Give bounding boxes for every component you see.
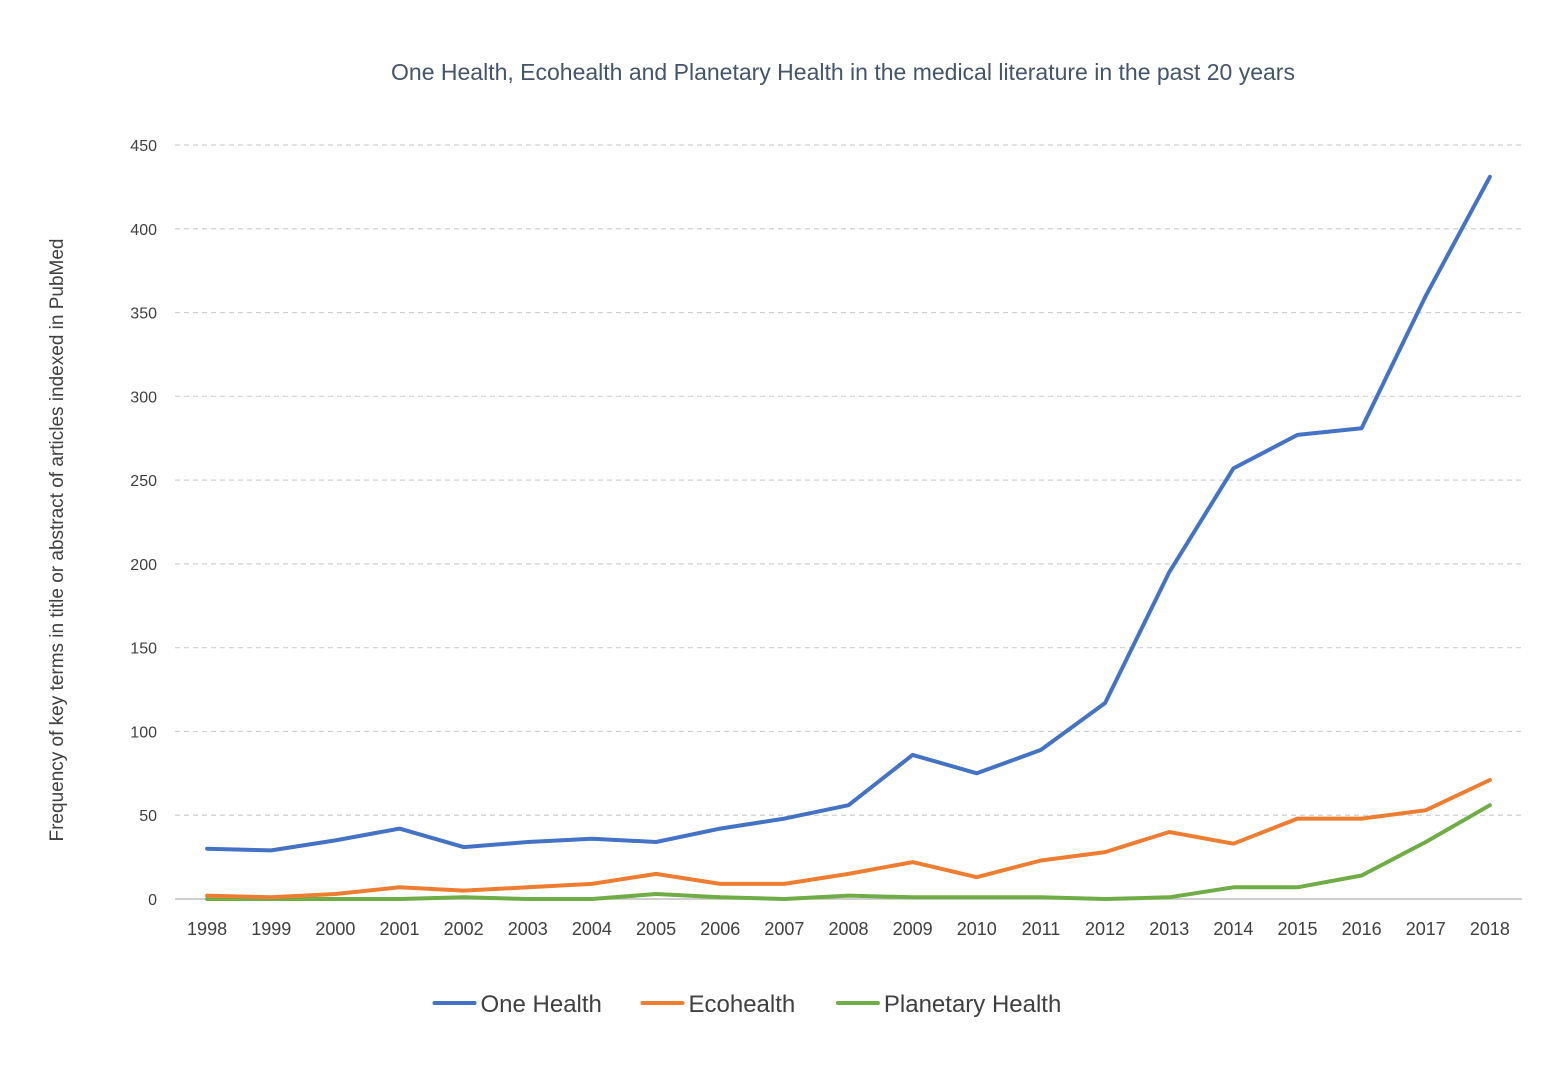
x-tick-label: 2010 (957, 919, 997, 939)
y-tick-label: 200 (130, 557, 157, 574)
legend-label-one-health: One Health (481, 991, 602, 1018)
x-tick-label: 2007 (764, 919, 804, 939)
gridlines (175, 144, 1522, 816)
x-tick-label: 2017 (1406, 919, 1446, 939)
series-line-ecohealth (205, 778, 1492, 900)
x-tick-label: 2009 (893, 919, 933, 939)
x-tick-label: 2012 (1085, 919, 1125, 939)
legend-label-ecohealth: Ecohealth (689, 991, 796, 1018)
x-tick-label: 1999 (251, 919, 291, 939)
y-axis-label: Frequency of key terms in title or abstr… (47, 239, 68, 842)
series-line-planetary-health (205, 803, 1492, 901)
series-line-one-health (205, 174, 1492, 853)
x-tick-label: 2011 (1022, 919, 1061, 939)
x-tick-label: 2006 (700, 919, 740, 939)
x-tick-label: 2018 (1470, 919, 1510, 939)
x-tick-label: 2002 (444, 919, 484, 939)
y-tick-label: 100 (130, 724, 157, 741)
legend-label-planetary-health: Planetary Health (884, 991, 1061, 1018)
y-tick-label: 250 (130, 473, 157, 490)
series-lines (205, 174, 1492, 901)
y-tick-label: 400 (130, 222, 157, 239)
x-tick-label: 2013 (1149, 919, 1189, 939)
y-tick-label: 0 (148, 892, 157, 909)
x-tick-label: 2003 (508, 919, 548, 939)
x-tick-label: 2008 (828, 919, 868, 939)
legend: One Health Ecohealth Planetary Health (432, 991, 1061, 1018)
y-tick-label: 350 (130, 306, 157, 323)
y-tick-label: 50 (139, 808, 157, 825)
x-tick-label: 2005 (636, 919, 676, 939)
x-tick-label: 2000 (315, 919, 355, 939)
x-tick-label: 2015 (1277, 919, 1317, 939)
x-tick-label: 2014 (1213, 919, 1253, 939)
x-tick-label: 2001 (379, 919, 419, 939)
x-tick-label: 2004 (572, 919, 612, 939)
x-axis-ticks: 1998 1999 2000 2001 2002 2003 2004 2005 2006 2007… (187, 919, 1510, 939)
y-axis-ticks: 0 50 100 150 200 250 300 350 400 450 (130, 138, 157, 909)
chart-title: One Health, Ecohealth and Planetary Heal… (391, 59, 1295, 85)
x-tick-label: 2016 (1342, 919, 1382, 939)
y-tick-label: 150 (130, 641, 157, 658)
x-tick-label: 1998 (187, 919, 227, 939)
y-tick-label: 300 (130, 389, 157, 406)
y-tick-label: 450 (130, 138, 157, 155)
